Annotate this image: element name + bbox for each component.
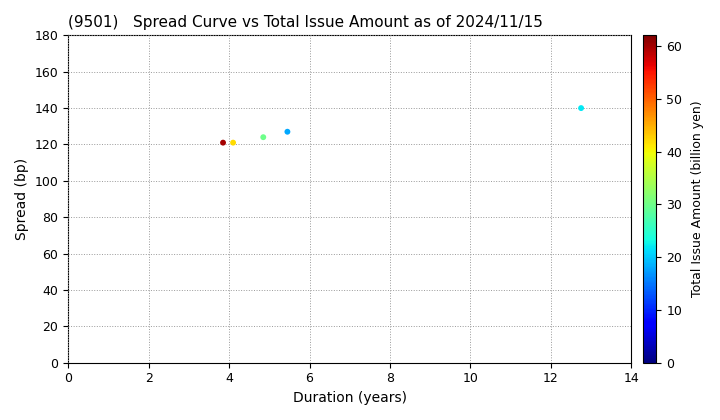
Point <box>217 139 229 146</box>
Point <box>575 105 587 111</box>
Text: (9501)   Spread Curve vs Total Issue Amount as of 2024/11/15: (9501) Spread Curve vs Total Issue Amoun… <box>68 15 543 30</box>
Y-axis label: Spread (bp): Spread (bp) <box>15 158 29 240</box>
Point <box>282 129 293 135</box>
X-axis label: Duration (years): Duration (years) <box>293 391 407 405</box>
Y-axis label: Total Issue Amount (billion yen): Total Issue Amount (billion yen) <box>690 101 703 297</box>
Point <box>258 134 269 141</box>
Point <box>228 139 239 146</box>
